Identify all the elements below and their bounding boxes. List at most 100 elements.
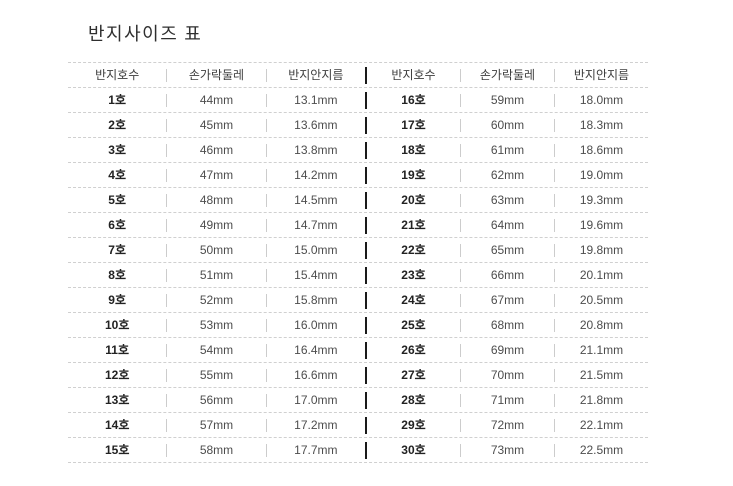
ring-number-cell: 15호 — [104, 443, 130, 457]
column-separator — [460, 268, 461, 282]
column-separator — [460, 368, 461, 382]
column-separator — [265, 68, 267, 82]
ring-number-cell: 22호 — [401, 243, 426, 257]
header-circumference: 손가락둘레 — [479, 68, 536, 82]
column-separator — [460, 218, 461, 232]
table-divider — [365, 266, 367, 284]
circumference-cell: 47mm — [199, 168, 234, 182]
column-separator — [460, 118, 461, 132]
column-separator — [460, 68, 461, 82]
ring-number-cell: 8호 — [108, 268, 127, 282]
table-divider — [365, 116, 367, 134]
column-separator — [554, 68, 555, 82]
circumference-cell: 69mm — [490, 343, 525, 357]
table-row: 12호 55mm 16.6mm 27호 70mm 21.5mm — [68, 362, 648, 387]
ring-number-cell: 6호 — [108, 218, 127, 232]
diameter-cell: 15.4mm — [294, 268, 338, 282]
column-separator — [265, 443, 267, 457]
circumference-cell: 72mm — [490, 418, 525, 432]
table-header-row: 반지호수 손가락둘레 반지안지름 반지호수 손가락둘레 반지안지름 — [68, 62, 648, 87]
ring-number-cell: 29호 — [401, 418, 426, 432]
column-separator — [554, 293, 555, 307]
column-separator — [265, 243, 267, 257]
diameter-cell: 13.8mm — [294, 143, 338, 157]
column-separator — [265, 418, 267, 432]
column-separator — [554, 443, 555, 457]
circumference-cell: 68mm — [490, 318, 525, 332]
circumference-cell: 59mm — [490, 93, 525, 107]
diameter-cell: 18.3mm — [579, 118, 624, 132]
column-separator — [460, 143, 461, 157]
table-row: 13호 56mm 17.0mm 28호 71mm 21.8mm — [68, 387, 648, 412]
table-divider — [365, 391, 367, 409]
diameter-cell: 14.5mm — [294, 193, 338, 207]
circumference-cell: 70mm — [490, 368, 525, 382]
column-separator — [460, 343, 461, 357]
circumference-cell: 73mm — [490, 443, 525, 457]
ring-number-cell: 25호 — [401, 318, 426, 332]
column-separator — [166, 293, 168, 307]
column-separator — [554, 118, 555, 132]
column-separator — [166, 218, 168, 232]
column-separator — [460, 393, 461, 407]
table-divider — [365, 191, 367, 209]
ring-number-cell: 26호 — [401, 343, 426, 357]
column-separator — [166, 443, 168, 457]
table-divider — [365, 316, 367, 334]
diameter-cell: 18.6mm — [579, 143, 624, 157]
column-separator — [166, 368, 168, 382]
ring-number-cell: 30호 — [401, 443, 426, 457]
table-row: 1호 44mm 13.1mm 16호 59mm 18.0mm — [68, 87, 648, 112]
ring-number-cell: 17호 — [401, 118, 426, 132]
ring-number-cell: 13호 — [104, 393, 130, 407]
ring-number-cell: 7호 — [108, 243, 127, 257]
ring-number-cell: 21호 — [401, 218, 426, 232]
diameter-cell: 21.5mm — [579, 368, 624, 382]
column-separator — [460, 418, 461, 432]
ring-number-cell: 18호 — [401, 143, 426, 157]
circumference-cell: 56mm — [199, 393, 234, 407]
column-separator — [554, 318, 555, 332]
column-separator — [166, 343, 168, 357]
column-separator — [265, 293, 267, 307]
table-divider — [365, 66, 367, 84]
ring-number-cell: 28호 — [401, 393, 426, 407]
ring-number-cell: 4호 — [108, 168, 127, 182]
ring-number-cell: 19호 — [401, 168, 426, 182]
ring-number-cell: 12호 — [104, 368, 130, 382]
table-row: 2호 45mm 13.6mm 17호 60mm 18.3mm — [68, 112, 648, 137]
table-row: 8호 51mm 15.4mm 23호 66mm 20.1mm — [68, 262, 648, 287]
column-separator — [265, 393, 267, 407]
column-separator — [265, 343, 267, 357]
ring-number-cell: 24호 — [401, 293, 426, 307]
header-diameter: 반지안지름 — [573, 68, 630, 82]
table-row: 5호 48mm 14.5mm 20호 63mm 19.3mm — [68, 187, 648, 212]
diameter-cell: 17.0mm — [294, 393, 338, 407]
ring-size-table: 반지호수 손가락둘레 반지안지름 반지호수 손가락둘레 반지안지름 1호 44m… — [68, 62, 648, 463]
column-separator — [166, 318, 168, 332]
column-separator — [554, 418, 555, 432]
circumference-cell: 51mm — [199, 268, 234, 282]
table-divider — [365, 441, 367, 459]
column-separator — [554, 218, 555, 232]
column-separator — [554, 93, 555, 107]
diameter-cell: 19.3mm — [579, 193, 624, 207]
table-row: 3호 46mm 13.8mm 18호 61mm 18.6mm — [68, 137, 648, 162]
diameter-cell: 22.5mm — [579, 443, 624, 457]
table-row: 15호 58mm 17.7mm 30호 73mm 22.5mm — [68, 437, 648, 462]
diameter-cell: 21.8mm — [579, 393, 624, 407]
column-separator — [166, 68, 168, 82]
diameter-cell: 15.0mm — [294, 243, 338, 257]
column-separator — [554, 143, 555, 157]
circumference-cell: 63mm — [490, 193, 525, 207]
diameter-cell: 18.0mm — [579, 93, 624, 107]
column-separator — [265, 143, 267, 157]
column-separator — [166, 93, 168, 107]
ring-number-cell: 3호 — [108, 143, 127, 157]
table-row: 6호 49mm 14.7mm 21호 64mm 19.6mm — [68, 212, 648, 237]
diameter-cell: 21.1mm — [579, 343, 624, 357]
table-row: 9호 52mm 15.8mm 24호 67mm 20.5mm — [68, 287, 648, 312]
column-separator — [460, 93, 461, 107]
circumference-cell: 62mm — [490, 168, 525, 182]
